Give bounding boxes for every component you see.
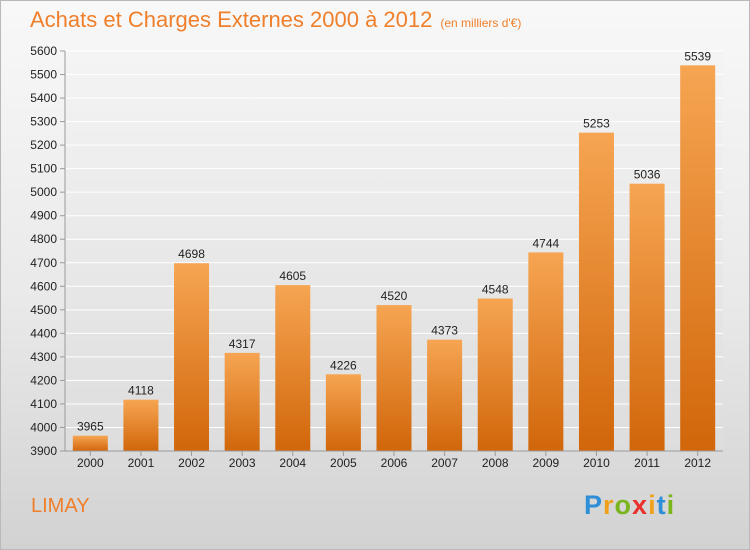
bar-value-label: 4548 bbox=[482, 283, 509, 297]
logo-letter: x bbox=[632, 490, 649, 520]
y-tick-label: 5500 bbox=[30, 68, 57, 82]
x-tick-label: 2002 bbox=[178, 456, 205, 470]
proxiti-logo: Proxiti bbox=[584, 490, 675, 521]
bar-value-label: 4317 bbox=[229, 337, 256, 351]
chart-title-text: Achats et Charges Externes 2000 à 2012 bbox=[30, 7, 433, 32]
y-tick-label: 4500 bbox=[30, 303, 57, 317]
y-tick-label: 4400 bbox=[30, 326, 57, 340]
bar bbox=[174, 263, 210, 451]
x-tick-label: 2010 bbox=[583, 456, 610, 470]
x-tick-label: 2011 bbox=[634, 456, 660, 470]
x-tick-label: 2007 bbox=[431, 456, 458, 470]
y-tick-label: 3900 bbox=[30, 444, 57, 458]
bar bbox=[123, 399, 159, 451]
y-tick-label: 5200 bbox=[30, 138, 57, 152]
bar-value-label: 5539 bbox=[684, 49, 711, 63]
logo-letter: r bbox=[603, 490, 615, 520]
y-tick-label: 4000 bbox=[30, 420, 57, 434]
bar-value-label: 4605 bbox=[279, 269, 306, 283]
bar bbox=[477, 298, 513, 451]
logo-letter: i bbox=[666, 490, 676, 520]
bar-value-label: 3965 bbox=[77, 420, 104, 434]
bar bbox=[72, 435, 108, 451]
y-tick-label: 4800 bbox=[30, 232, 57, 246]
y-tick-label: 4100 bbox=[30, 397, 57, 411]
bar bbox=[224, 352, 260, 451]
x-tick-label: 2008 bbox=[482, 456, 509, 470]
bar bbox=[376, 305, 412, 451]
x-tick-label: 2000 bbox=[77, 456, 104, 470]
bar-value-label: 4698 bbox=[178, 247, 205, 261]
bar-value-label: 4118 bbox=[128, 384, 154, 398]
y-tick-label: 4200 bbox=[30, 373, 57, 387]
bar-value-label: 4373 bbox=[431, 324, 458, 338]
x-tick-label: 2003 bbox=[229, 456, 256, 470]
x-tick-label: 2006 bbox=[381, 456, 408, 470]
x-tick-label: 2005 bbox=[330, 456, 357, 470]
bar bbox=[325, 374, 361, 451]
y-tick-label: 5300 bbox=[30, 115, 57, 129]
bar bbox=[629, 183, 665, 452]
city-name: LIMAY bbox=[31, 495, 90, 517]
bar bbox=[528, 252, 564, 451]
bar-value-label: 5036 bbox=[634, 168, 661, 182]
chart-title: Achats et Charges Externes 2000 à 2012 (e… bbox=[30, 7, 521, 33]
x-tick-label: 2004 bbox=[279, 456, 306, 470]
y-tick-label: 4700 bbox=[30, 256, 57, 270]
chart-subtitle: (en milliers d'€) bbox=[440, 16, 522, 30]
x-tick-label: 2012 bbox=[684, 456, 711, 470]
bar bbox=[427, 339, 463, 451]
bar-value-label: 4226 bbox=[330, 358, 357, 372]
logo-letter: P bbox=[584, 490, 604, 520]
bar bbox=[680, 65, 716, 452]
x-tick-label: 2001 bbox=[128, 456, 155, 470]
y-tick-label: 5400 bbox=[30, 91, 57, 105]
logo-letter: o bbox=[614, 490, 633, 520]
logo-letter: i bbox=[648, 490, 657, 520]
y-tick-label: 5600 bbox=[30, 44, 57, 58]
bar bbox=[578, 132, 614, 451]
logo-letter: t bbox=[656, 490, 667, 520]
y-tick-label: 5100 bbox=[30, 162, 57, 176]
y-tick-label: 4600 bbox=[30, 279, 57, 293]
bar-value-label: 4520 bbox=[381, 289, 408, 303]
y-tick-label: 4300 bbox=[30, 350, 57, 364]
y-tick-label: 4900 bbox=[30, 209, 57, 223]
y-tick-label: 5000 bbox=[30, 185, 57, 199]
x-tick-label: 2009 bbox=[532, 456, 559, 470]
bar-value-label: 5253 bbox=[583, 117, 610, 131]
bar-value-label: 4744 bbox=[532, 236, 559, 250]
bar bbox=[275, 285, 311, 451]
